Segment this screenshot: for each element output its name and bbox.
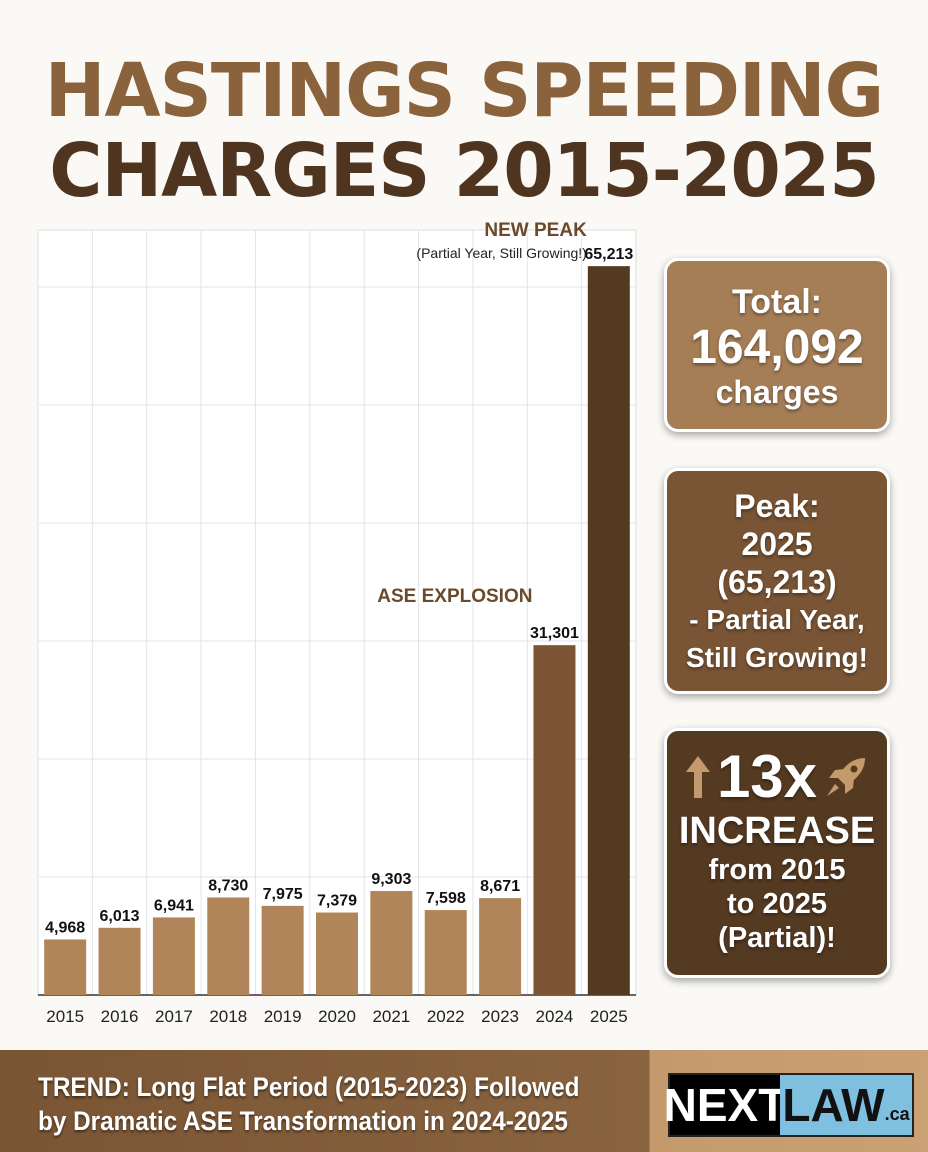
annotation-title: ASE EXPLOSION [377, 586, 532, 607]
peak-line: Still Growing! [686, 642, 868, 673]
x-tick-label: 2025 [590, 1007, 628, 1026]
increase-card: 13x INCREASE from 2015 to 2025 (Partial)… [664, 728, 890, 978]
data-label: 31,301 [530, 625, 579, 642]
peak-line: Peak: [734, 488, 820, 524]
bar-2018 [207, 897, 250, 995]
annotation-title: NEW PEAK [484, 220, 587, 241]
increase-value: 13x [716, 743, 818, 810]
x-tick-label: 2015 [46, 1007, 84, 1026]
bar-2021 [370, 891, 413, 995]
total-value: 164,092 [690, 321, 864, 374]
x-tick-label: 2019 [264, 1007, 302, 1026]
bar-2022 [424, 910, 467, 995]
x-tick-label: 2017 [155, 1007, 193, 1026]
peak-card: Peak: 2025 (65,213) - Partial Year, Stil… [664, 468, 890, 694]
peak-line: 2025 [741, 526, 813, 562]
logo-law-text: LAW [782, 1079, 885, 1131]
increase-line: from 2015 [708, 854, 846, 886]
data-label: 7,975 [263, 886, 303, 903]
data-label: 4,968 [45, 919, 85, 936]
data-label: 65,213 [584, 246, 633, 263]
data-label: 7,598 [426, 890, 466, 907]
title-line-2: CHARGES 2015-2025 [49, 128, 880, 214]
x-tick-label: 2021 [372, 1007, 410, 1026]
bar-2016 [98, 927, 141, 995]
x-tick-label: 2018 [209, 1007, 247, 1026]
bar-2015 [44, 939, 87, 995]
arrow-up-icon [685, 756, 710, 798]
trend-line-1: TREND: Long Flat Period (2015-2023) Foll… [38, 1072, 580, 1102]
logo-suffix: .ca [884, 1104, 910, 1124]
bar-2024 [533, 645, 576, 995]
peak-line: - Partial Year, [689, 604, 865, 635]
increase-line: to 2025 [727, 888, 827, 920]
logo-law: LAW .ca [780, 1075, 912, 1135]
increase-label: INCREASE [678, 810, 876, 852]
bar-2017 [152, 917, 195, 995]
x-tick-label: 2024 [536, 1007, 574, 1026]
x-tick-label: 2023 [481, 1007, 519, 1026]
data-label: 6,013 [100, 908, 140, 925]
total-unit: charges [715, 374, 839, 410]
data-label: 8,730 [208, 877, 248, 894]
data-label: 8,671 [480, 878, 520, 895]
peak-line: (65,213) [717, 564, 837, 600]
data-label: 7,379 [317, 893, 357, 910]
x-tick-label: 2020 [318, 1007, 356, 1026]
annotation-subtitle: (Partial Year, Still Growing!) [416, 245, 586, 261]
rocket-icon [827, 758, 866, 796]
data-label: 6,941 [154, 897, 194, 914]
total-label: Total: [731, 283, 822, 321]
bar-2025 [587, 266, 630, 996]
total-card: Total: 164,092 charges [664, 258, 890, 432]
nextlaw-logo: NEXT LAW .ca [664, 1073, 914, 1137]
logo-next: NEXT [664, 1075, 786, 1135]
x-tick-label: 2022 [427, 1007, 465, 1026]
increase-line: (Partial)! [718, 922, 836, 954]
bar-2023 [479, 898, 522, 995]
title-line-1: HASTINGS SPEEDING [44, 48, 884, 134]
x-tick-label: 2016 [101, 1007, 139, 1026]
trend-line-2: by Dramatic ASE Transformation in 2024-2… [38, 1106, 568, 1136]
data-label: 9,303 [371, 871, 411, 888]
bar-2020 [316, 912, 358, 995]
bar-2019 [261, 905, 304, 995]
bar-chart: 4,968 2015 6,013 2016 6,941 2017 8,730 2018 7,97… [37, 220, 637, 1026]
